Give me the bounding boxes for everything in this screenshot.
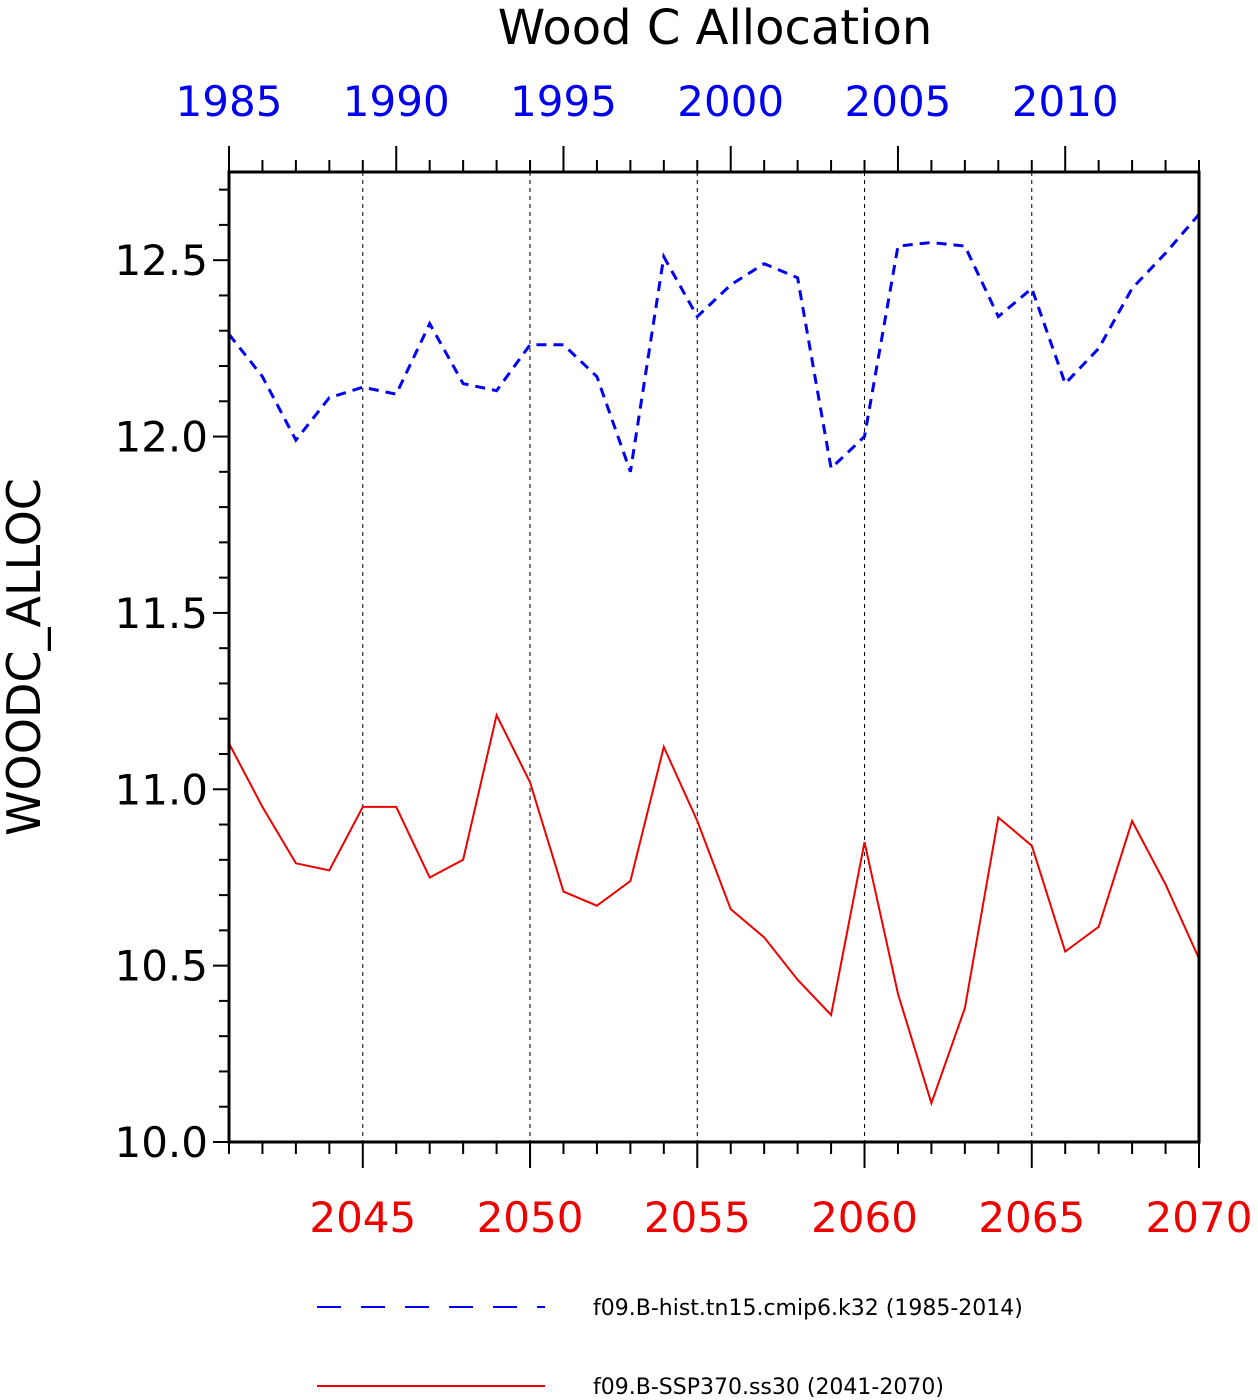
top-tick-label-2010: 2010 — [1012, 77, 1119, 126]
chart-title: Wood C Allocation — [498, 0, 933, 56]
y-tick-label-11.5: 11.5 — [114, 589, 208, 638]
axes: 10.0 10.5 11.0 11.5 12.0 12.5 1985 1990 1995 2000… — [114, 77, 1252, 1242]
bottom-tick-label-2070: 2070 — [1146, 1193, 1253, 1242]
bottom-tick-label-2055: 2055 — [644, 1193, 751, 1242]
y-tick-label-11.0: 11.0 — [114, 765, 208, 814]
legend: f09.B-hist.tn15.cmip6.k32 (1985-2014) f0… — [317, 1296, 1023, 1400]
plot-frame — [227, 170, 1201, 1144]
bottom-tick-label-2045: 2045 — [309, 1193, 416, 1242]
y-axis-label: WOODC_ALLOC — [0, 478, 51, 836]
y-tick-label-10.0: 10.0 — [114, 1118, 208, 1167]
top-tick-label-2005: 2005 — [845, 77, 952, 126]
bottom-tick-label-2065: 2065 — [978, 1193, 1085, 1242]
y-tick-label-12.5: 12.5 — [114, 236, 208, 285]
series-layer — [227, 213, 1201, 1107]
top-tick-label-1990: 1990 — [343, 77, 450, 126]
y-tick-label-12.0: 12.0 — [114, 413, 208, 462]
top-tick-label-1995: 1995 — [510, 77, 617, 126]
bottom-tick-label-2060: 2060 — [811, 1193, 918, 1242]
bottom-tick-label-2050: 2050 — [477, 1193, 584, 1242]
series-line-0 — [227, 213, 1201, 473]
legend-label-hist: f09.B-hist.tn15.cmip6.k32 (1985-2014) — [593, 1296, 1023, 1321]
grid — [362, 172, 1033, 1142]
top-tick-label-2000: 2000 — [677, 77, 784, 126]
y-tick-label-10.5: 10.5 — [114, 942, 208, 991]
series-line-1 — [228, 712, 1200, 1107]
top-tick-label-1985: 1985 — [176, 77, 283, 126]
legend-label-ssp: f09.B-SSP370.ss30 (2041-2070) — [593, 1375, 944, 1400]
